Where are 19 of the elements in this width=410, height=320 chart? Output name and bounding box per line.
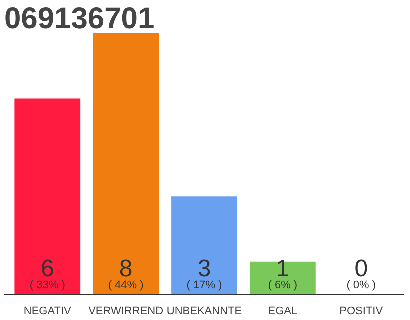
annotation: ( 17% ) xyxy=(186,280,222,292)
annotation: ( 0% ) xyxy=(346,280,376,292)
chart-title: 069136701 xyxy=(4,2,155,36)
data-label: 1 xyxy=(276,256,290,282)
x-tick-label: UNBEKANNTE xyxy=(166,306,242,318)
data-label: 3 xyxy=(198,256,212,282)
data-label: 6 xyxy=(40,256,54,282)
annotation: ( 33% ) xyxy=(30,280,66,292)
x-tick-label: NEGATIV xyxy=(24,306,72,318)
annotation: ( 6% ) xyxy=(268,280,298,292)
x-tick-label: VERWIRREND xyxy=(88,306,164,318)
x-tick-label: POSITIV xyxy=(340,306,384,318)
bar xyxy=(172,196,238,294)
data-label: 8 xyxy=(119,256,133,282)
bar xyxy=(250,262,316,294)
x-tick-label: EGAL xyxy=(268,306,298,318)
bar xyxy=(93,34,160,294)
bar xyxy=(14,98,81,294)
annotation: ( 44% ) xyxy=(108,280,144,292)
